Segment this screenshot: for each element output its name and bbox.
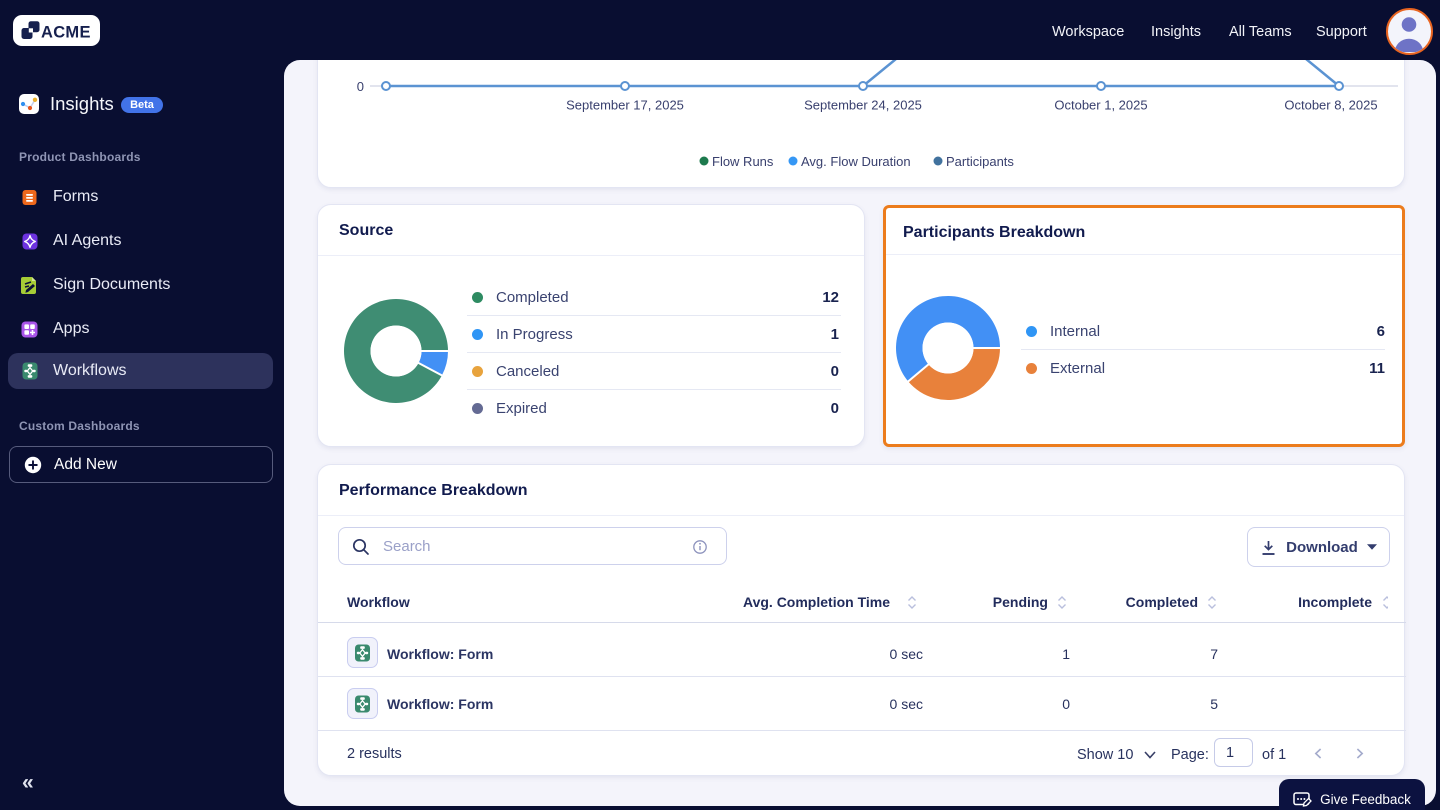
svg-text:Flow Runs: Flow Runs [712,154,774,169]
svg-text:October 8, 2025: October 8, 2025 [1284,98,1377,113]
svg-text:Avg. Flow Duration: Avg. Flow Duration [801,154,911,169]
svg-text:September 24, 2025: September 24, 2025 [804,98,922,113]
svg-text:Participants: Participants [946,154,1014,169]
svg-text:0: 0 [357,79,364,94]
svg-text:October 1, 2025: October 1, 2025 [1054,98,1147,113]
svg-text:September 17, 2025: September 17, 2025 [566,98,684,113]
svg-text:ACME: ACME [41,24,91,42]
